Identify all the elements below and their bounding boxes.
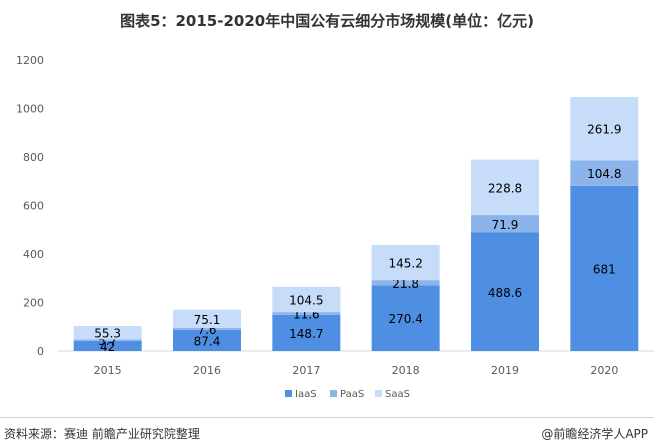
brand-credit: @前瞻经济学人APP: [541, 427, 648, 441]
legend-label-paas: PaaS: [340, 389, 364, 400]
data-label-paas-2018: 21.8: [392, 277, 419, 291]
y-tick-label: 0: [37, 345, 44, 358]
x-tick-label: 2017: [292, 364, 320, 377]
chart-title: 图表5：2015-2020年中国公有云细分市场规模(单位：亿元): [120, 12, 534, 30]
data-label-saas-2019: 228.8: [488, 181, 522, 195]
bar-paas-2015: [73, 339, 142, 341]
bar-paas-2017: [272, 312, 341, 315]
bar-paas-2018: [371, 280, 440, 286]
y-tick-label: 200: [23, 297, 44, 310]
y-tick-label: 400: [23, 248, 44, 261]
legend-swatch-paas: [330, 390, 337, 397]
data-label-iaas-2019: 488.6: [488, 286, 522, 300]
data-label-paas-2020: 104.8: [587, 167, 621, 181]
bar-iaas-2015: [73, 340, 142, 351]
y-tick-label: 1200: [16, 54, 44, 67]
x-tick-label: 2020: [590, 364, 618, 377]
legend-label-saas: SaaS: [385, 389, 410, 400]
bar-iaas-2016: [173, 329, 241, 351]
bar-saas-2017: [272, 286, 341, 313]
bar-paas-2016: [173, 327, 241, 330]
legend-label-iaas: IaaS: [295, 389, 317, 400]
legend-swatch-saas: [375, 390, 382, 397]
legend-swatch-iaas: [285, 390, 292, 397]
x-tick-label: 2016: [193, 364, 221, 377]
bar-saas-2020: [570, 96, 639, 161]
data-label-saas-2017: 104.5: [289, 293, 323, 307]
bar-paas-2019: [471, 215, 539, 233]
x-tick-label: 2019: [491, 364, 519, 377]
x-tick-label: 2015: [94, 364, 122, 377]
data-label-iaas-2016: 87.4: [194, 334, 221, 348]
y-tick-label: 800: [23, 151, 44, 164]
bar-saas-2018: [371, 244, 440, 281]
data-label-saas-2016: 75.1: [194, 313, 221, 327]
data-label-saas-2015: 55.3: [94, 327, 121, 341]
stacked-bar-chart: 020040060080010001200425.755.3201587.47.…: [16, 54, 654, 400]
x-tick-label: 2018: [392, 364, 420, 377]
y-tick-label: 600: [23, 200, 44, 213]
data-label-iaas-2018: 270.4: [388, 312, 422, 326]
data-label-saas-2020: 261.9: [587, 123, 621, 137]
source-note: 资料来源：赛迪 前瞻产业研究院整理: [4, 427, 200, 441]
bar-iaas-2019: [471, 232, 539, 351]
data-label-iaas-2017: 148.7: [289, 327, 323, 341]
bar-iaas-2018: [371, 285, 440, 351]
data-label-saas-2018: 145.2: [388, 257, 422, 271]
y-tick-label: 1000: [16, 103, 44, 116]
bar-saas-2019: [471, 159, 539, 216]
bar-paas-2020: [570, 160, 639, 186]
bar-iaas-2020: [570, 185, 639, 351]
data-label-iaas-2015: 42: [100, 340, 115, 354]
bar-saas-2015: [73, 326, 142, 340]
footer: 资料来源：赛迪 前瞻产业研究院整理 @前瞻经济学人APP: [0, 417, 654, 447]
data-label-paas-2019: 71.9: [492, 218, 519, 232]
bar-saas-2016: [173, 309, 241, 328]
data-label-iaas-2020: 681: [593, 262, 616, 276]
bar-iaas-2017: [272, 314, 341, 351]
